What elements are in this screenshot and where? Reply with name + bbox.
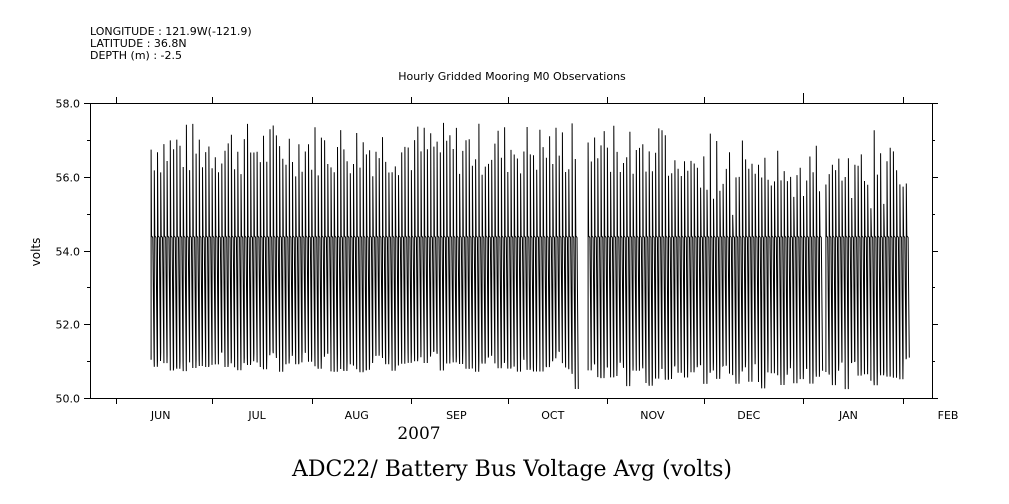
series-layer [150, 122, 910, 390]
voltage-series-line [150, 122, 910, 390]
x-month-label: JUL [247, 409, 266, 422]
y-tick-label: 50.0 [56, 393, 81, 406]
latitude-label: LATITUDE : 36.8N [90, 37, 187, 50]
chart-title: Hourly Gridded Mooring M0 Observations [398, 70, 626, 83]
y-tick-label: 54.0 [56, 246, 81, 259]
x-month-label: OCT [541, 409, 564, 422]
x-month-label: DEC [737, 409, 760, 422]
x-axis-year-label: 2007 [397, 424, 440, 444]
y-axis-label: volts [29, 238, 43, 267]
axis-layer: 50.0 52.0 54.0 56.0 58.0 JUN JUL AUG SEP OCT NOV DE… [56, 93, 959, 422]
x-month-label: NOV [640, 409, 665, 422]
bottom-title: ADC22/ Battery Bus Voltage Avg (volts) [291, 457, 732, 482]
y-tick-label: 52.0 [56, 319, 81, 332]
y-tick-label: 58.0 [56, 98, 81, 111]
x-month-label: JUN [150, 409, 171, 422]
y-tick-label: 56.0 [56, 172, 81, 185]
longitude-label: LONGITUDE : 121.9W(-121.9) [90, 25, 252, 38]
x-month-label: FEB [938, 409, 959, 422]
x-month-label: JAN [838, 409, 858, 422]
x-month-label: AUG [345, 409, 369, 422]
depth-label: DEPTH (m) : -2.5 [90, 49, 182, 62]
x-month-label: SEP [446, 409, 467, 422]
